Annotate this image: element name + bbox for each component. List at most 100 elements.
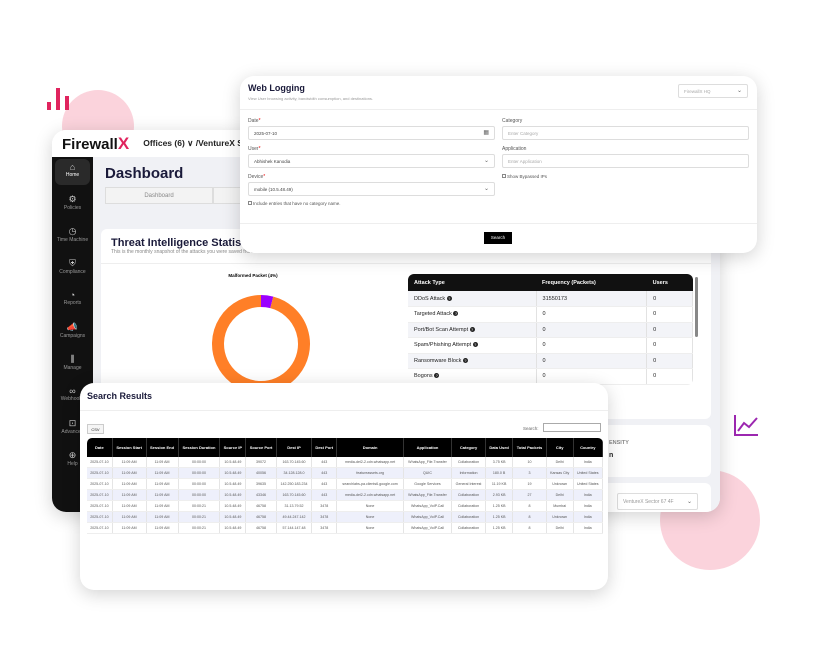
sidebar-item-label: Policies xyxy=(63,205,82,211)
sidebar-item-campaigns[interactable]: 📣 Campaigns xyxy=(55,319,90,345)
include-uncategorized-checkbox[interactable]: Include entries that have no category na… xyxy=(248,201,341,206)
table-scrollbar[interactable] xyxy=(695,277,698,337)
table-cell: Targeted Attack ? xyxy=(408,306,537,323)
table-cell: 2.93 KB xyxy=(485,489,514,501)
column-header[interactable]: Date xyxy=(87,438,113,457)
table-cell: 11:09 AM xyxy=(146,500,179,512)
advanced-icon: ⊡ xyxy=(68,418,77,428)
table-cell: Ransomware Block ? xyxy=(408,353,537,369)
sidebar-item-policies[interactable]: ⚙ Policies xyxy=(55,191,90,217)
help-icon: ⊕ xyxy=(68,450,77,460)
table-cell: 8 xyxy=(512,511,547,523)
table-cell: Collaboration xyxy=(451,489,487,501)
sidebar: ⌂ Home ⚙ Policies ◷ Time Machine ⛨ Compliance ◔ R… xyxy=(52,157,93,512)
threat-title: Threat Intelligence Statistics xyxy=(111,237,261,249)
table-cell: 2025-07-10 xyxy=(87,457,113,468)
calendar-icon[interactable]: ▦ xyxy=(483,130,489,136)
table-cell: 11:09 AM xyxy=(146,467,179,479)
device-label: Device* xyxy=(248,174,266,180)
search-input[interactable] xyxy=(543,423,601,432)
table-cell: Mumbai xyxy=(546,500,574,512)
tab-dashboard[interactable]: Dashboard xyxy=(105,187,213,204)
table-cell: 00:00:00 xyxy=(178,489,221,501)
table-cell: 2025-07-10 xyxy=(87,478,113,490)
search-button[interactable]: Search xyxy=(484,232,512,244)
application-input[interactable]: Enter Application xyxy=(502,154,749,168)
help-icon[interactable]: ? xyxy=(472,342,478,348)
table-cell: Spam/Phishing Attempt ? xyxy=(408,337,537,354)
table-cell: 34.128.128.0 xyxy=(276,467,313,479)
table-cell: Collaboration xyxy=(451,457,487,468)
table-cell: 10.5.48.49 xyxy=(219,457,247,468)
firewall-select[interactable]: FirewallX HQ ⌄ xyxy=(678,84,748,98)
table-cell: 31.13.79.52 xyxy=(276,500,313,512)
category-input[interactable]: Enter Category xyxy=(502,126,749,140)
table-cell: 0 xyxy=(646,368,693,385)
column-header[interactable]: Data Used xyxy=(485,438,514,457)
column-header[interactable]: Country xyxy=(573,438,603,457)
column-header[interactable]: Source IP xyxy=(219,438,247,457)
sidebar-item-label: Time Machine xyxy=(56,237,89,243)
table-cell: 3478 xyxy=(311,522,338,534)
table-cell: 10.5.48.49 xyxy=(219,478,247,490)
donut-slice-malformed-packet[interactable] xyxy=(260,295,274,309)
sidebar-item-compliance[interactable]: ⛨ Compliance xyxy=(55,255,90,281)
table-cell: United States xyxy=(573,478,603,490)
sidebar-item-label: Manage xyxy=(63,365,82,371)
table-cell: 3478 xyxy=(311,500,338,512)
help-icon[interactable]: ? xyxy=(434,373,440,379)
column-header[interactable]: Total Packets xyxy=(512,438,547,457)
sidebar-item-label: Home xyxy=(65,172,80,178)
help-icon[interactable]: ? xyxy=(446,295,452,301)
location-select[interactable]: VentureX Sector 67 4F ⌄ xyxy=(617,493,698,510)
table-cell: 11:09 AM xyxy=(146,522,179,534)
attack-table: Attack Type Frequency (Packets) Users DDoS … xyxy=(408,274,693,385)
sidebar-item-help[interactable]: ⊕ Help xyxy=(55,447,90,473)
breadcrumb[interactable]: Offices (6) ∨ /VentureX Sec xyxy=(143,138,253,148)
webhooks-icon: ∞ xyxy=(69,386,76,396)
help-icon[interactable]: ? xyxy=(469,326,475,332)
table-cell: 49.44.247.142 xyxy=(276,511,313,523)
table-cell: 10.5.48.49 xyxy=(219,489,247,501)
column-header[interactable]: Session Start xyxy=(112,438,147,457)
sidebar-item-webhooks[interactable]: ∞ Webhooks xyxy=(55,383,90,409)
column-header[interactable]: Session Duration xyxy=(178,438,221,457)
column-header[interactable]: Dest Port xyxy=(311,438,338,457)
sidebar-item-manage[interactable]: ⫼ Manage xyxy=(55,351,90,377)
trend-line-icon xyxy=(734,415,758,436)
date-input[interactable]: 2025-07-10 ▦ xyxy=(248,126,495,140)
column-header[interactable]: Source Port xyxy=(245,438,277,457)
csv-button[interactable]: CSV xyxy=(87,424,104,434)
help-icon[interactable]: ? xyxy=(453,311,459,317)
column-header[interactable]: Dest IP xyxy=(276,438,313,457)
sidebar-item-home[interactable]: ⌂ Home xyxy=(55,159,90,185)
column-header[interactable]: Domain xyxy=(336,438,404,457)
sidebar-item-time-machine[interactable]: ◷ Time Machine xyxy=(55,223,90,249)
column-header[interactable]: Category xyxy=(451,438,487,457)
user-select[interactable]: Abhishek Kanodia ⌄ xyxy=(248,154,495,168)
table-cell: Delhi xyxy=(546,522,574,534)
column-header[interactable]: City xyxy=(546,438,574,457)
search-label: Search: xyxy=(523,426,539,431)
date-label: Date* xyxy=(248,118,261,124)
table-cell: 0 xyxy=(536,322,648,338)
show-bypassed-checkbox[interactable]: Show Bypassed IPs xyxy=(502,174,547,179)
column-header[interactable]: Application xyxy=(403,438,453,457)
sidebar-item-reports[interactable]: ◔ Reports xyxy=(55,287,90,313)
help-icon[interactable]: ? xyxy=(462,357,468,363)
column-header[interactable]: Session End xyxy=(146,438,179,457)
device-select[interactable]: mobile (10.5.48.49) ⌄ xyxy=(248,182,495,196)
table-cell: 163.70.145.60 xyxy=(276,457,313,468)
table-cell: 11:09 AM xyxy=(112,500,147,512)
donut-slice-ddos-attack[interactable] xyxy=(212,295,310,393)
table-cell: 43346 xyxy=(245,489,277,501)
table-row: Bogons ? 0 0 xyxy=(408,368,693,385)
table-cell: 11:09 AM xyxy=(112,489,147,501)
donut-label: Malformed Packet (4%) xyxy=(228,273,278,278)
table-row: Targeted Attack ? 0 0 xyxy=(408,306,693,323)
sidebar-item-advanced[interactable]: ⊡ Advanced xyxy=(55,415,90,441)
table-cell: WhatsApp_File.Transfer xyxy=(403,457,453,468)
table-cell: 443 xyxy=(311,478,338,490)
table-cell: 11:09 AM xyxy=(112,457,147,468)
search-results-panel: Search Results CSV Search: Date Session S… xyxy=(80,383,608,590)
